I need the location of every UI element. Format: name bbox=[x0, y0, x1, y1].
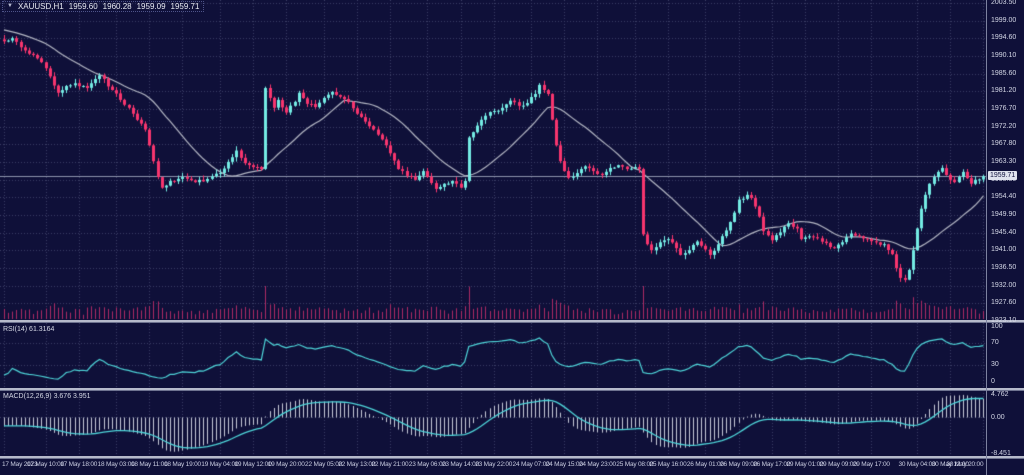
price-tick-label: 1994.60 bbox=[991, 34, 1017, 42]
price-tick-label: 1976.70 bbox=[991, 104, 1017, 112]
time-tick-label: 24 May 07:00 bbox=[512, 461, 550, 468]
ohlc-open: 1959.60 bbox=[68, 2, 98, 11]
time-tick-label: 17 May 18:00 bbox=[60, 461, 98, 468]
macd-tick-label: 4.762 bbox=[991, 391, 1009, 398]
price-tick-label: 1999.00 bbox=[991, 16, 1017, 24]
time-tick-label: 18 May 11:00 bbox=[130, 461, 168, 468]
bid-price-badge: 1959.71 bbox=[988, 171, 1018, 181]
pane-separator[interactable] bbox=[0, 320, 1024, 323]
macd-indicator-label: MACD(12,26,9) 3.676 3.951 bbox=[3, 393, 91, 400]
time-tick-label: 26 May 01:00 bbox=[686, 461, 724, 468]
time-tick-label: 24 May 23:00 bbox=[578, 461, 616, 468]
time-tick-label: 30 May 04:00 bbox=[898, 461, 936, 468]
price-tick-label: 1941.00 bbox=[991, 246, 1017, 254]
time-tick-label: 29 May 09:00 bbox=[819, 461, 857, 468]
rsi-indicator-label: RSI(14) 61.3164 bbox=[3, 326, 55, 333]
pane-separator[interactable] bbox=[0, 456, 1024, 459]
time-tick-label: 22 May 13:00 bbox=[338, 461, 376, 468]
rsi-chart-canvas[interactable] bbox=[0, 323, 986, 388]
time-tick-label: 19 May 20:00 bbox=[267, 461, 305, 468]
time-tick-label: 24 May 15:00 bbox=[545, 461, 583, 468]
price-tick-label: 1949.90 bbox=[991, 210, 1017, 218]
price-tick-label: 1936.50 bbox=[991, 263, 1017, 271]
time-tick-label: 23 May 14:00 bbox=[442, 461, 479, 468]
time-tick-label: 19 May 12:00 bbox=[234, 461, 272, 468]
time-axis[interactable]: 17 May 2023 17 May 10:00 17 May 18:00 18 Ma… bbox=[0, 459, 1024, 475]
price-tick-label: 1923.10 bbox=[991, 316, 1017, 324]
time-tick-label: 25 May 16:00 bbox=[649, 461, 687, 468]
ohlc-high: 1960.28 bbox=[102, 2, 132, 11]
price-tick-label: 1990.10 bbox=[991, 51, 1017, 59]
macd-chart-canvas[interactable] bbox=[0, 390, 986, 456]
symbol-marker-icon: ▼ bbox=[7, 3, 13, 9]
ohlc-low: 1959.09 bbox=[136, 2, 166, 11]
price-tick-label: 1985.60 bbox=[991, 69, 1017, 77]
time-tick-label: 22 May 21:00 bbox=[371, 461, 409, 468]
price-tick-label: 1963.30 bbox=[991, 157, 1017, 165]
time-tick-label: 18 May 03:00 bbox=[97, 461, 135, 468]
price-tick-label: 1932.00 bbox=[991, 281, 1017, 289]
price-tick-label: 2003.50 bbox=[991, 0, 1017, 6]
time-tick-label: 25 May 08:00 bbox=[616, 461, 654, 468]
macd-tick-label: -8.451 bbox=[991, 450, 1011, 457]
price-tick-label: 1967.80 bbox=[991, 140, 1017, 148]
time-tick-label: 26 May 17:00 bbox=[753, 461, 791, 468]
time-tick-label: 26 May 09:00 bbox=[720, 461, 758, 468]
ohlc-close: 1959.71 bbox=[170, 2, 200, 11]
price-tick-label: 1945.40 bbox=[991, 228, 1017, 236]
time-tick-label: 22 May 05:00 bbox=[305, 461, 343, 468]
time-tick-label: 23 May 22:00 bbox=[475, 461, 513, 468]
time-tick-label: 30 May 12:00 bbox=[931, 461, 969, 468]
chart-title: ▼ XAUUSD,H1 1959.60 1960.28 1959.09 1959… bbox=[2, 1, 205, 12]
time-tick-label: 23 May 06:00 bbox=[408, 461, 446, 468]
time-tick-label: 19 May 04:00 bbox=[201, 461, 239, 468]
pane-separator[interactable] bbox=[0, 388, 1024, 391]
time-tick-label: 30 May 20:00 bbox=[946, 461, 984, 468]
macd-tick-label: 0.00 bbox=[991, 414, 1005, 421]
time-tick-label: 17 May 10:00 bbox=[27, 461, 64, 468]
price-tick-label: 1927.60 bbox=[991, 299, 1017, 307]
price-chart-canvas[interactable] bbox=[0, 0, 986, 322]
rsi-tick-label: 30 bbox=[991, 361, 999, 369]
time-tick-label: 18 May 19:00 bbox=[163, 461, 201, 468]
price-tick-label: 1972.20 bbox=[991, 122, 1017, 130]
symbol-period-label: XAUUSD,H1 bbox=[17, 2, 64, 11]
time-tick-label: 29 May 17:00 bbox=[852, 461, 890, 468]
price-axis[interactable]: 1959.71 2003.50 1999.00 1994.60 1990.10 1985… bbox=[986, 0, 1024, 475]
rsi-tick-label: 100 bbox=[991, 322, 1003, 330]
time-tick-label: 17 May 2023 bbox=[2, 461, 38, 468]
time-tick-label: 29 May 01:00 bbox=[786, 461, 824, 468]
price-tick-label: 1954.40 bbox=[991, 193, 1017, 201]
rsi-tick-label: 0 bbox=[991, 377, 995, 385]
rsi-tick-label: 70 bbox=[991, 339, 999, 347]
price-tick-label: 1981.20 bbox=[991, 87, 1017, 95]
